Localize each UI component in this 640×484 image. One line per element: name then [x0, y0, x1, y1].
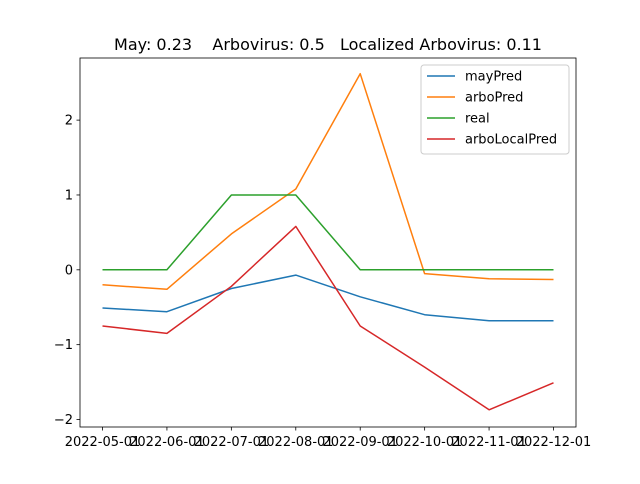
y-tick-label: 1 [65, 188, 73, 203]
x-tick-label: 2022-08-01 [258, 435, 334, 450]
x-tick-label: 2022-11-01 [451, 435, 527, 450]
legend-label-arboPred: arboPred [465, 91, 523, 106]
legend-box [420, 64, 570, 155]
axes-frame [79, 57, 577, 428]
x-tick-label: 2022-12-01 [516, 435, 592, 450]
x-tick-label: 2022-07-01 [194, 435, 270, 450]
series-layer [102, 72, 554, 411]
legend-label-mayPred: mayPred [465, 70, 522, 85]
y-tick-label: 2 [65, 114, 73, 129]
x-tick-label: 2022-05-01 [65, 435, 141, 450]
chart-title: May: 0.23 Arbovirus: 0.5 Localized Arbov… [114, 35, 542, 54]
x-tick-label: 2022-06-01 [129, 435, 205, 450]
y-tick-label: −1 [54, 338, 73, 353]
series-line-arboLocalPred [102, 225, 554, 411]
x-tick-label: 2022-10-01 [387, 435, 463, 450]
legend: mayPred arboPred real arboLocalPred [420, 64, 570, 155]
legend-label-arboLocalPred: arboLocalPred [465, 133, 557, 148]
series-line-mayPred [102, 274, 554, 322]
axes-layer: 2022-05-012022-06-012022-07-012022-08-01… [54, 57, 592, 450]
y-tick-label: 0 [65, 263, 73, 278]
x-tick-label: 2022-09-01 [322, 435, 398, 450]
legend-label-real: real [465, 112, 490, 127]
series-line-arboPred [102, 72, 554, 291]
series-line-real [102, 194, 554, 271]
y-tick-label: −2 [54, 413, 73, 428]
